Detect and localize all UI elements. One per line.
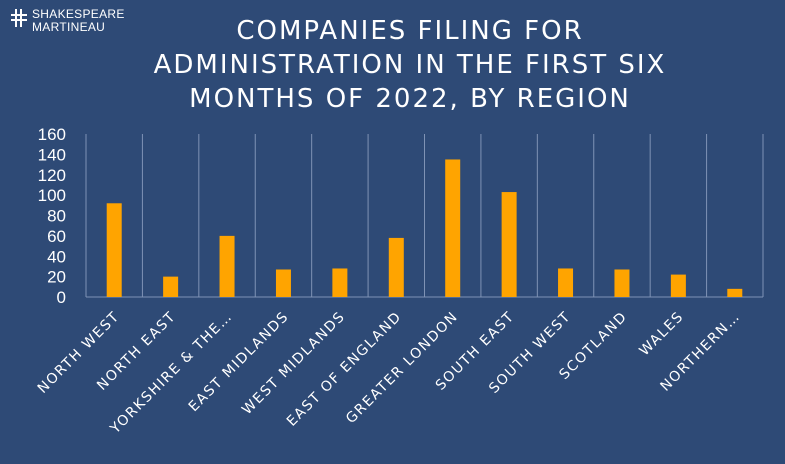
bar <box>727 288 743 297</box>
bar <box>332 268 348 297</box>
y-tick-label: 40 <box>47 247 66 266</box>
x-tick-label: EAST OF ENGLAND <box>284 309 405 430</box>
bar <box>106 203 122 297</box>
bar <box>275 269 291 297</box>
y-tick-label: 0 <box>57 288 66 307</box>
bar <box>670 274 686 297</box>
bar <box>558 268 574 297</box>
chart-title-line-2: ADMINISTRATION IN THE FIRST SIX <box>153 50 667 80</box>
x-tick-label: WEST MIDLANDS <box>239 309 349 419</box>
bar <box>219 235 235 297</box>
bar <box>614 269 630 297</box>
brand-logo: SHAKESPEARE MARTINEAU <box>10 8 125 34</box>
y-tick-label: 160 <box>38 125 66 144</box>
chart-title-line-3: MONTHS OF 2022, BY REGION <box>189 84 631 114</box>
bar <box>163 276 179 297</box>
chart-title: COMPANIES FILING FOR ADMINISTRATION IN T… <box>90 14 730 116</box>
x-tick-label: EAST MIDLANDS <box>186 309 293 416</box>
brand-cross-icon <box>11 9 27 27</box>
bar <box>445 159 461 297</box>
bar <box>388 237 404 297</box>
y-tick-label: 120 <box>38 166 66 185</box>
brand-line-2: MARTINEAU <box>32 20 106 34</box>
y-tick-label: 140 <box>38 145 66 164</box>
brand-line-1: SHAKESPEARE <box>32 7 125 21</box>
y-tick-label: 80 <box>47 207 66 226</box>
chart-title-line-1: COMPANIES FILING FOR <box>236 16 584 46</box>
y-tick-label: 20 <box>47 268 66 287</box>
y-tick-label: 60 <box>47 227 66 246</box>
brand-name: SHAKESPEARE MARTINEAU <box>32 8 125 34</box>
x-tick-label: WALES <box>637 309 688 360</box>
bar <box>501 192 517 297</box>
y-tick-label: 100 <box>38 186 66 205</box>
x-tick-label: GREATER LONDON <box>343 309 461 427</box>
